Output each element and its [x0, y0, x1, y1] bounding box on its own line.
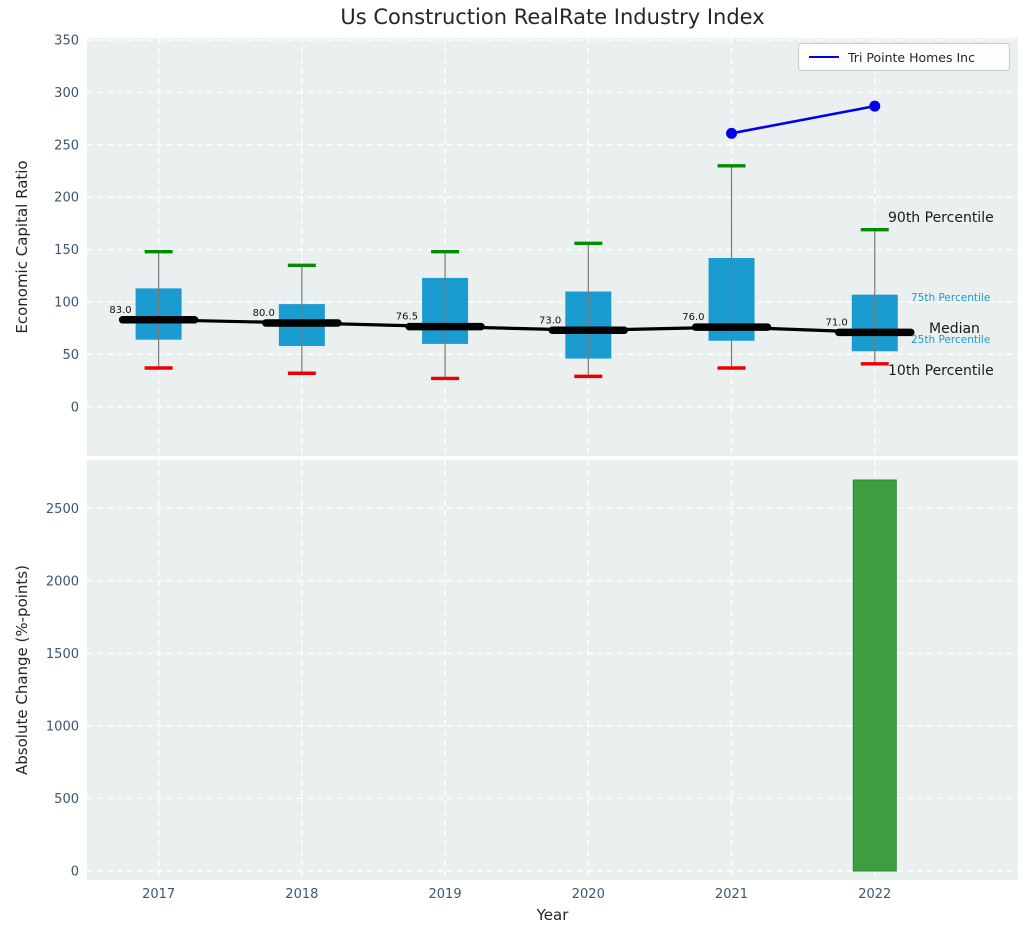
- top-plot-ytick-label: 250: [54, 138, 79, 153]
- median-value-label-2021: 76.0: [682, 312, 704, 323]
- figure-title: Us Construction RealRate Industry Index: [340, 5, 765, 29]
- y-axis-label-bottom: Absolute Change (%-points): [13, 565, 31, 775]
- tri-pointe-marker-2021: [726, 127, 738, 139]
- xtick-label-2017: 2017: [142, 887, 175, 902]
- top-plot-ytick-label: 150: [54, 243, 79, 258]
- top-plot-ytick-label: 200: [54, 191, 79, 206]
- top-plot-background: [87, 38, 1018, 456]
- x-axis-label: Year: [536, 906, 569, 924]
- median-value-label-2019: 76.5: [396, 312, 418, 323]
- annotation-10th-percentile: 10th Percentile: [888, 363, 994, 379]
- xtick-label-2019: 2019: [429, 887, 462, 902]
- bottom-plot-ytick-label: 2000: [46, 574, 79, 589]
- top-plot-ytick-label: 300: [54, 86, 79, 101]
- tri-pointe-line: [731, 104, 876, 135]
- xtick-label-2018: 2018: [285, 887, 318, 902]
- top-plot-ytick-label: 350: [54, 34, 79, 49]
- change-bar-2022: [852, 479, 897, 872]
- bottom-plot-ytick-label: 500: [54, 792, 79, 807]
- bottom-plot-ytick-label: 2500: [46, 502, 79, 517]
- top-plot-ytick-label: 0: [71, 400, 79, 415]
- annotation-25th-percentile: 25th Percentile: [911, 334, 991, 346]
- tri-pointe-marker-2022: [869, 100, 881, 112]
- median-value-label-2022: 71.0: [826, 317, 848, 328]
- legend-entry-label: Tri Pointe Homes Inc: [848, 49, 975, 65]
- xtick-label-2020: 2020: [572, 887, 605, 902]
- top-plot-ytick-label: 100: [54, 296, 79, 311]
- median-value-label-2018: 80.0: [253, 308, 275, 319]
- annotation-90th-percentile: 90th Percentile: [888, 210, 994, 226]
- bottom-plot-ytick-label: 1000: [46, 719, 79, 734]
- annotation-75th-percentile: 75th Percentile: [911, 292, 991, 304]
- bottom-plot-ytick-label: 0: [71, 865, 79, 880]
- legend-line-sample-icon: [809, 56, 839, 58]
- y-axis-label-top: Economic Capital Ratio: [13, 160, 31, 334]
- median-value-label-2017: 83.0: [109, 305, 131, 316]
- top-plot-ytick-label: 50: [62, 348, 79, 363]
- xtick-label-2022: 2022: [858, 887, 891, 902]
- bottom-plot-ytick-label: 1500: [46, 647, 79, 662]
- xtick-label-2021: 2021: [715, 887, 748, 902]
- annotation-median: Median: [929, 321, 980, 337]
- legend: Tri Pointe Homes Inc: [798, 43, 1010, 71]
- median-value-label-2020: 73.0: [539, 315, 561, 326]
